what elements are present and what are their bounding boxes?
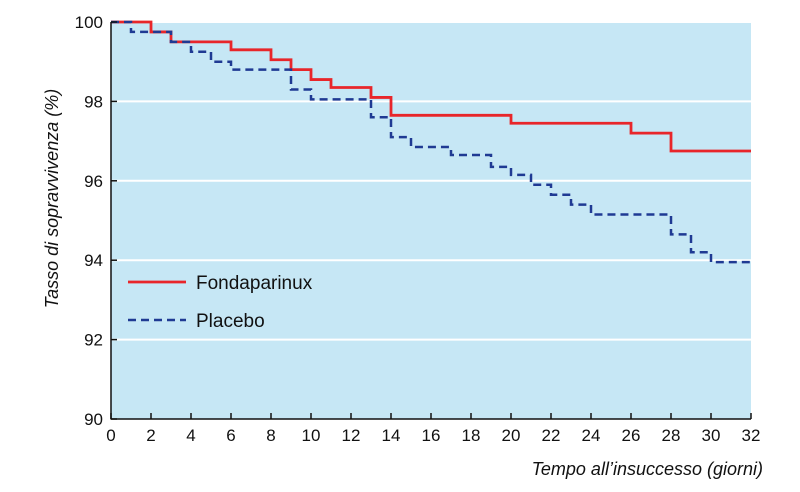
series-lines (111, 20, 751, 264)
x-tick-label: 0 (106, 426, 115, 445)
series-line-placebo (111, 20, 751, 264)
x-tick-label: 22 (542, 426, 561, 445)
x-tick-label: 6 (226, 426, 235, 445)
legend-label: Fondaparinux (196, 273, 313, 294)
y-tick-label: 98 (84, 92, 103, 111)
legend: Fondaparinux Placebo (128, 273, 313, 332)
x-tick-label: 12 (342, 426, 361, 445)
x-tick-label: 4 (186, 426, 195, 445)
x-tick-labels: 0 2 4 6 8 10 12 14 16 18 20 22 24 26 28 30 32 (106, 426, 760, 445)
x-tick-label: 30 (702, 426, 721, 445)
x-tick-label: 32 (742, 426, 761, 445)
y-tick-label: 96 (84, 172, 103, 191)
legend-label: Placebo (196, 311, 265, 332)
plot-area (111, 22, 751, 419)
x-tick-label: 28 (662, 426, 681, 445)
y-tick-labels: 90 92 94 96 98 100 (75, 13, 103, 429)
x-tick-label: 8 (266, 426, 275, 445)
axes (110, 21, 752, 420)
y-tick-label: 100 (75, 13, 103, 32)
x-tick-label: 18 (462, 426, 481, 445)
x-tick-label: 26 (622, 426, 641, 445)
x-axis-title: Tempo all’insuccesso (giorni) (532, 459, 763, 479)
series-line-fondaparinux (111, 20, 751, 153)
y-tick-label: 94 (84, 251, 103, 270)
x-tick-label: 14 (382, 426, 401, 445)
x-tick-label: 24 (582, 426, 601, 445)
x-tick-label: 2 (146, 426, 155, 445)
x-tick-label: 16 (422, 426, 441, 445)
y-axis-title: Tasso di sopravvivenza (%) (42, 89, 62, 308)
gridlines (111, 21, 751, 341)
x-tick-label: 20 (502, 426, 521, 445)
y-tick-label: 92 (84, 331, 103, 350)
y-tick-label: 90 (84, 410, 103, 429)
x-tick-label: 10 (302, 426, 321, 445)
